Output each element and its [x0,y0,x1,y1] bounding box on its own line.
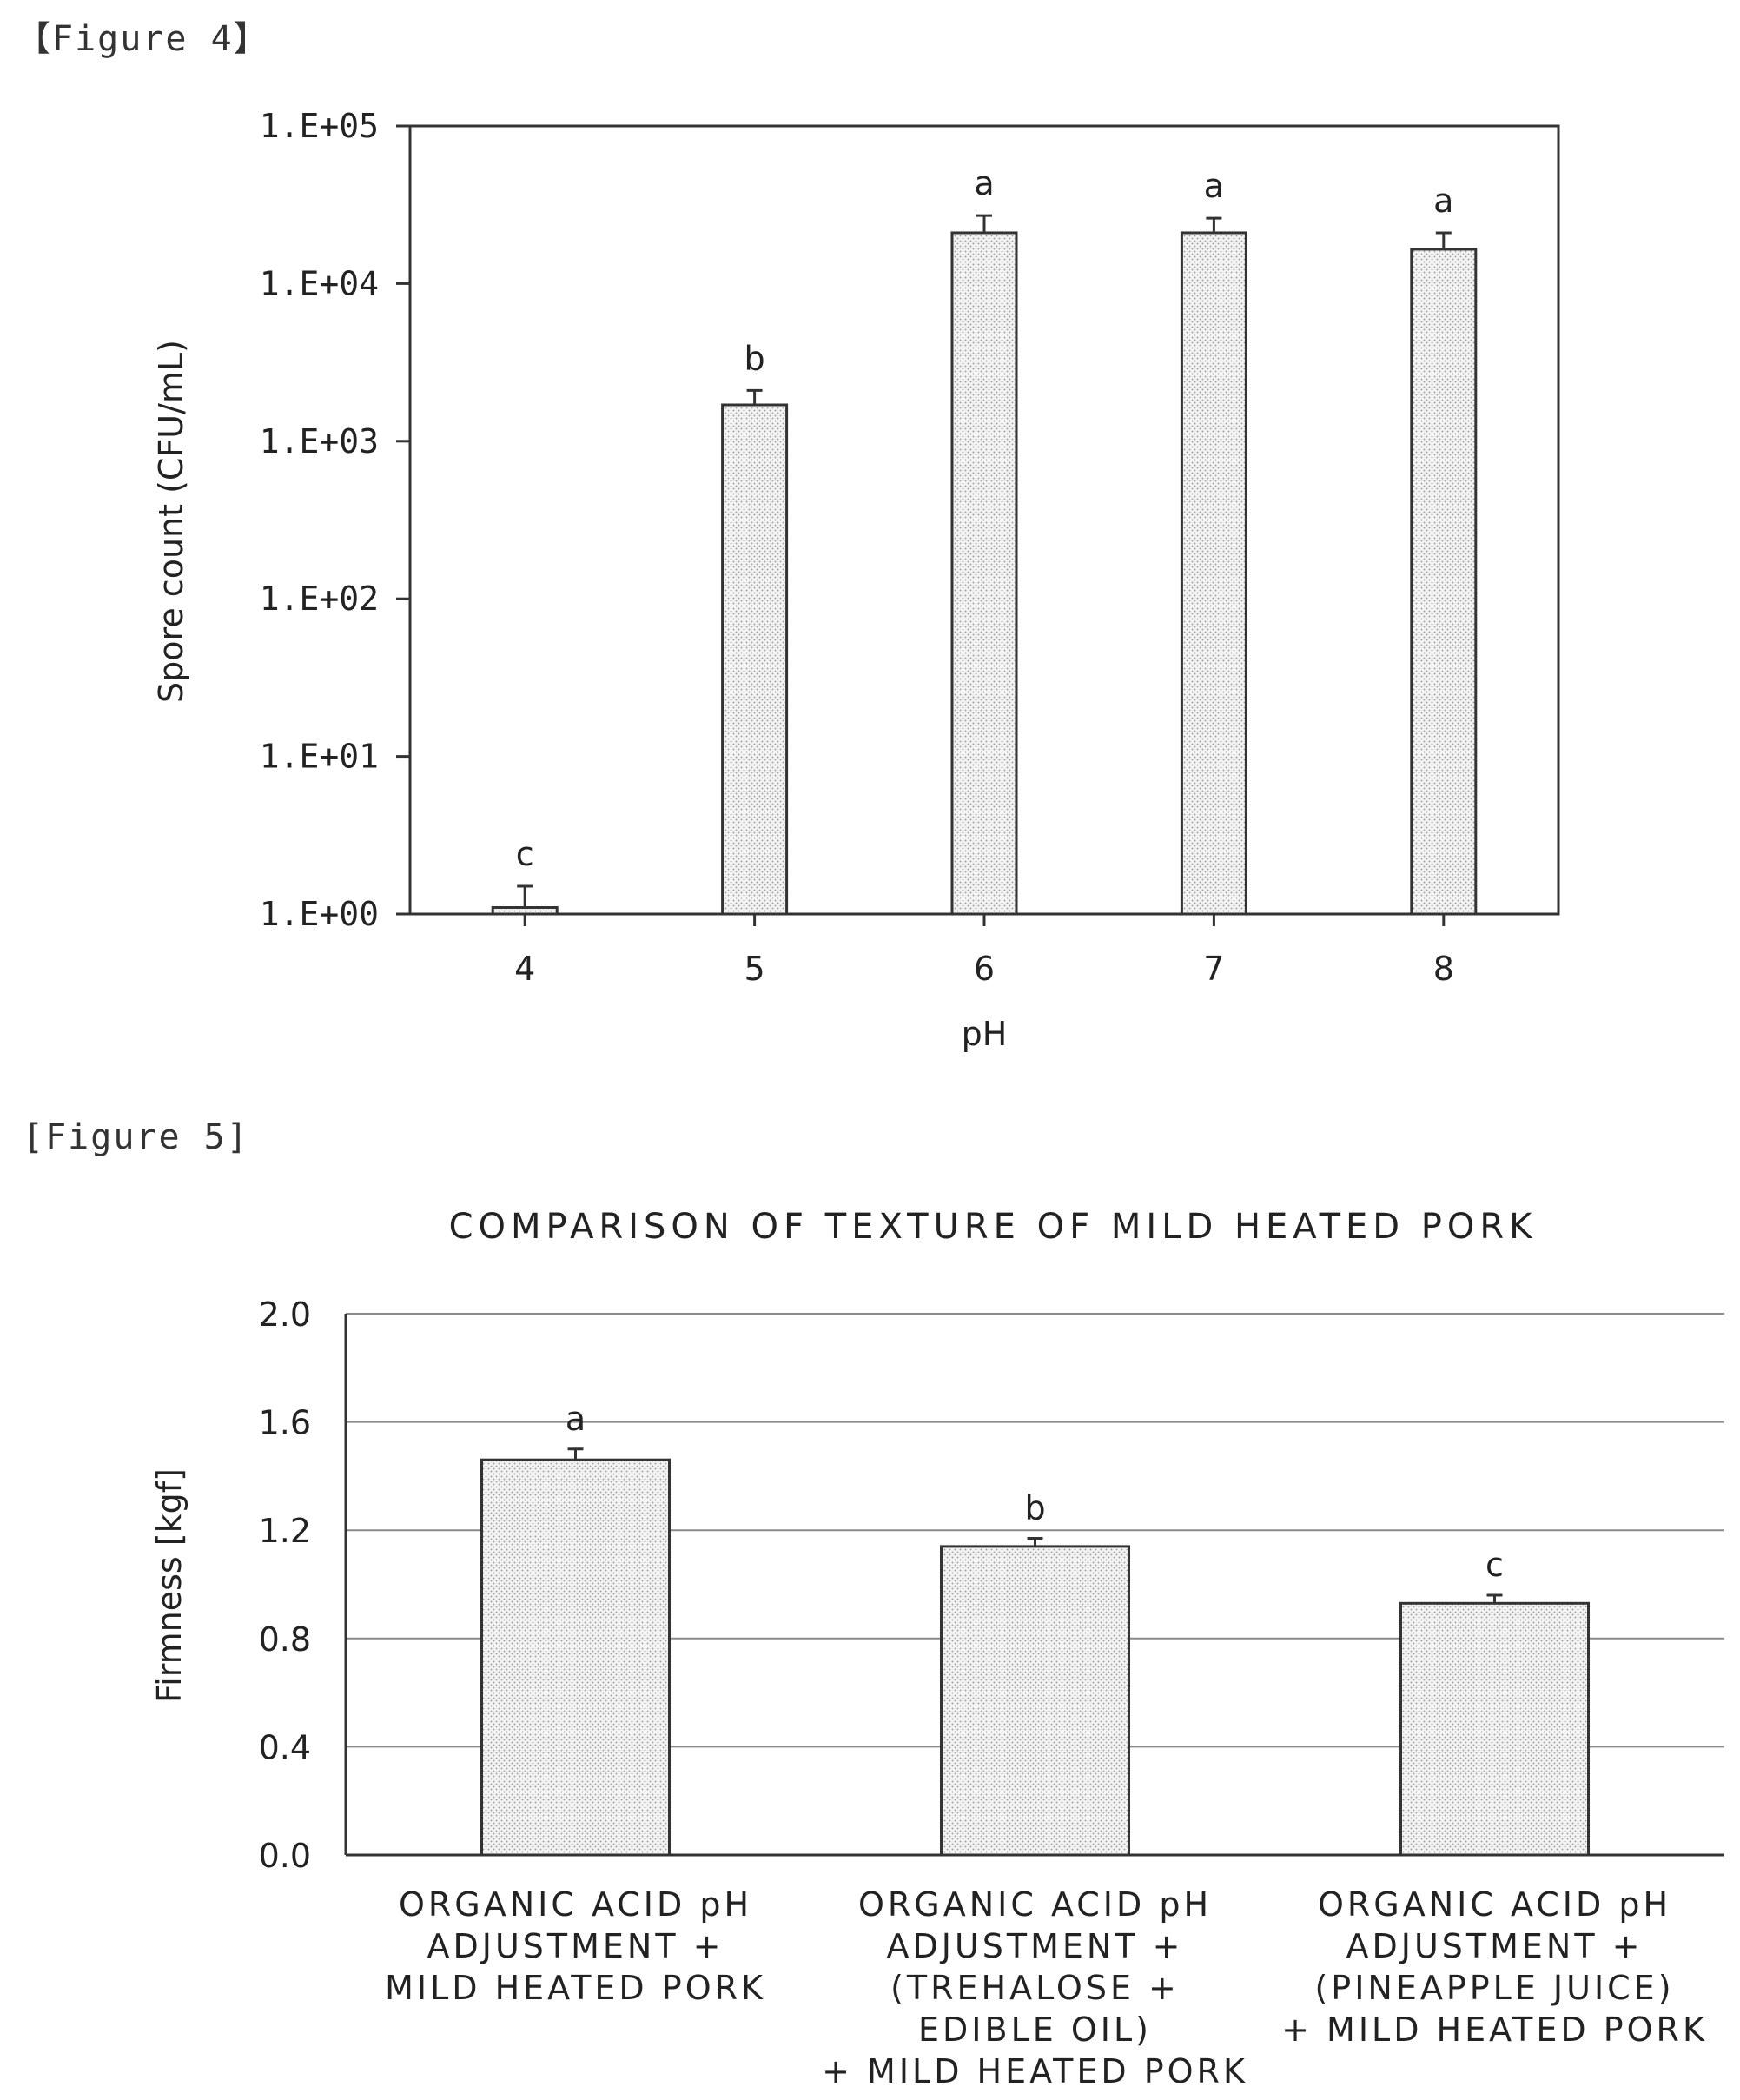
chart1-significance-letter: b [744,339,765,377]
chart1-x-tick-label: 6 [974,950,995,988]
chart2-category-label: ORGANIC ACID pH ADJUSTMENT + (PINEAPPLE JU… [1281,1885,1708,2049]
chart2-category-label-line: ADJUSTMENT + [1346,1927,1644,1965]
chart2-significance-letter: c [1485,1546,1504,1584]
chart2-category-label-line: ORGANIC ACID pH [399,1885,752,1924]
chart1-y-tick-label: 1.E+01 [260,738,379,776]
chart2-category-label-line: ORGANIC ACID pH [858,1885,1212,1924]
chart2-category-label-line: + MILD HEATED PORK [1281,2011,1708,2049]
chart2-category-label-line: EDIBLE OIL) [918,2011,1152,2049]
chart2-title: COMPARISON OF TEXTURE OF MILD HEATED POR… [449,1207,1538,1247]
chart2-category-label-line: ADJUSTMENT + [427,1927,724,1965]
chart2-significance-letter: a [566,1400,586,1438]
chart2-category-label-line: ORGANIC ACID pH [1318,1885,1671,1924]
chart1-significance-letter: a [1204,167,1224,205]
chart1-x-tick-label: 8 [1433,950,1454,988]
chart2-bar [480,1458,671,1857]
chart2-category-label-line: ADJUSTMENT + [887,1927,1184,1965]
chart1-y-tick-label: 1.E+02 [260,580,379,618]
chart1-x-tick-label: 5 [744,950,765,988]
chart2-y-tick-label: 0.0 [259,1837,311,1875]
chart2-category-label-line: MILD HEATED PORK [385,1969,766,2007]
chart1-bar [1410,248,1478,916]
chart2-category-label-line: + MILD HEATED PORK [822,2052,1248,2090]
chart2-category-label-line: (TREHALOSE + [890,1969,1180,2007]
chart1-y-axis-label: Spore count (CFU/mL) [152,340,190,703]
chart1-significance-letter: a [1433,182,1453,220]
chart1-bars: c 4 b 5 a 6 a 7 a 8 [491,164,1478,988]
chart2-bar [1399,1601,1590,1857]
chart2-y-tick-label: 1.2 [259,1512,311,1550]
chart1-bar [1180,231,1247,916]
chart1-bar [721,403,789,916]
chart1-significance-letter: a [974,164,994,202]
chart2-y-axis: 0.0 0.4 0.8 1.2 1.6 2.0 [259,1295,311,1875]
chart2-y-tick-label: 0.8 [259,1620,311,1659]
chart2-bars: a b c [480,1400,1590,1857]
figure-5-caption: [Figure 5] [23,1117,249,1157]
chart1-bar [950,231,1018,916]
spore-count-chart: 1.E+00 1.E+01 1.E+02 1.E+03 1.E+04 1.E+05 c 4 b… [152,107,1560,1053]
chart1-x-tick-label: 4 [514,950,535,988]
chart2-category-label: ORGANIC ACID pH ADJUSTMENT + MILD HEATED P… [385,1885,766,2007]
figure-4-caption: 【Figure 4】 [16,19,270,59]
chart1-bar [491,905,559,916]
chart1-y-axis: 1.E+00 1.E+01 1.E+02 1.E+03 1.E+04 1.E+05 [260,107,410,933]
chart2-y-tick-label: 1.6 [259,1404,311,1442]
chart1-significance-letter: c [516,835,534,873]
chart2-category-labels: ORGANIC ACID pH ADJUSTMENT + MILD HEATED P… [385,1885,1708,2090]
chart1-y-tick-label: 1.E+00 [260,895,379,933]
chart2-y-axis-label: Firmness [kgf] [150,1468,189,1703]
chart2-category-label: ORGANIC ACID pH ADJUSTMENT + (TREHALOSE + E… [822,1885,1248,2090]
chart2-y-tick-label: 0.4 [259,1728,311,1766]
chart2-significance-letter: b [1024,1489,1045,1527]
chart1-y-tick-label: 1.E+04 [260,264,379,302]
chart1-y-tick-label: 1.E+05 [260,107,379,145]
chart1-x-tick-label: 7 [1203,950,1224,988]
chart2-y-tick-label: 2.0 [259,1295,311,1334]
chart2-category-label-line: (PINEAPPLE JUICE) [1314,1969,1674,2007]
chart1-y-tick-label: 1.E+03 [260,422,379,460]
chart1-x-axis-label: pH [962,1015,1008,1053]
firmness-chart: COMPARISON OF TEXTURE OF MILD HEATED POR… [150,1207,1724,2090]
chart2-bar [940,1545,1130,1857]
